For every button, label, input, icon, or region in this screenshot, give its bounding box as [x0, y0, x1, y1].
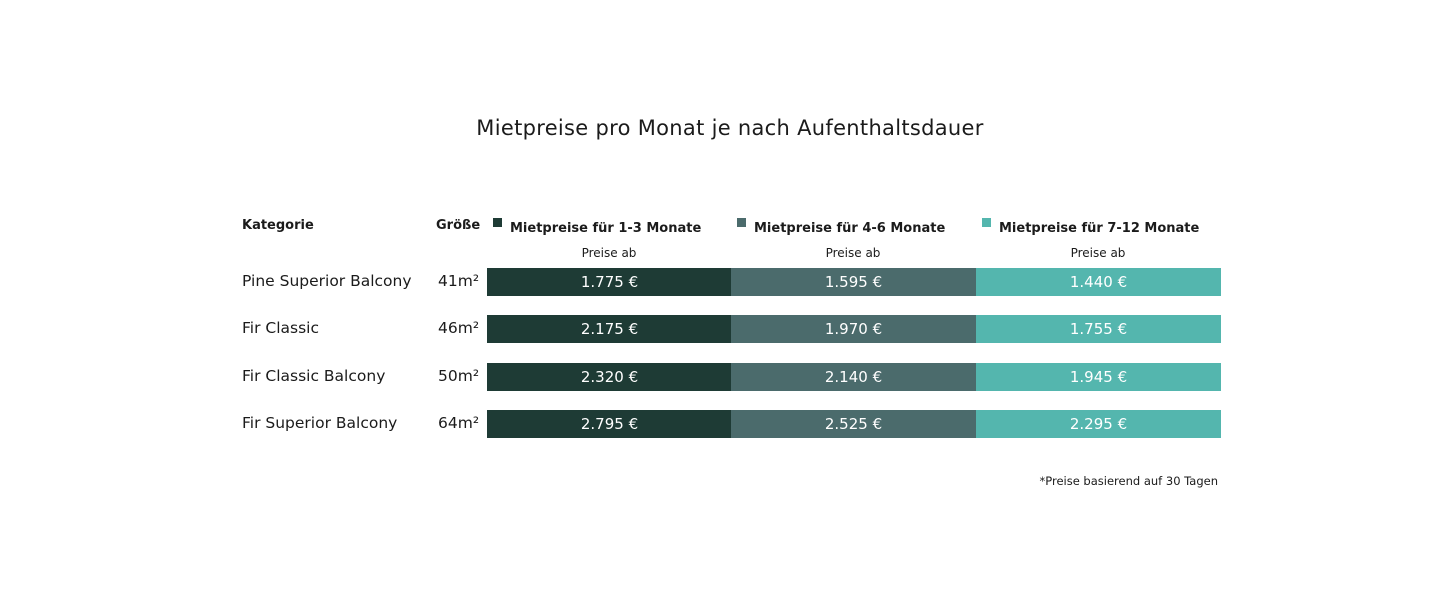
column-header: Mietpreise für 1-3 Monate [493, 218, 701, 236]
footnote: *Preise basierend auf 30 Tagen [1039, 474, 1218, 488]
legend-swatch [737, 218, 746, 227]
price-cell: 1.755 € [976, 315, 1221, 343]
price-cell: 1.775 € [487, 268, 732, 296]
column-header: Größe [436, 218, 481, 233]
price-cell: 2.320 € [487, 363, 732, 391]
subheader: Preise ab [581, 246, 637, 260]
column-header: Mietpreise für 4-6 Monate [737, 218, 945, 236]
size: 41m² [438, 272, 480, 290]
size: 46m² [438, 319, 480, 337]
price-cell: 1.970 € [731, 315, 976, 343]
header-text: Mietpreise für 1-3 Monate [510, 221, 702, 236]
legend-swatch [493, 218, 502, 227]
price-cell: 2.525 € [731, 410, 976, 438]
header-text: Mietpreise für 4-6 Monate [754, 221, 946, 236]
price-cell: 2.140 € [731, 363, 976, 391]
size: 50m² [438, 367, 480, 385]
category-name: Fir Classic Balcony [242, 367, 386, 385]
category-name: Pine Superior Balcony [242, 272, 412, 290]
header-text: Mietpreise für 7-12 Monate [999, 221, 1200, 236]
title: Mietpreise pro Monat je nach Aufenthalts… [476, 116, 984, 140]
price-cell: 1.945 € [976, 363, 1221, 391]
size: 64m² [438, 414, 480, 432]
column-header: Kategorie [242, 218, 314, 233]
subheader: Preise ab [1070, 246, 1126, 260]
category-name: Fir Classic [242, 319, 320, 337]
column-header: Mietpreise für 7-12 Monate [982, 218, 1199, 236]
price-cell: 2.175 € [487, 315, 732, 343]
price-cell: 2.795 € [487, 410, 732, 438]
legend-swatch [982, 218, 991, 227]
category-name: Fir Superior Balcony [242, 414, 398, 432]
price-cell: 1.595 € [731, 268, 976, 296]
price-cell: 1.440 € [976, 268, 1221, 296]
subheader: Preise ab [825, 246, 881, 260]
price-cell: 2.295 € [976, 410, 1221, 438]
